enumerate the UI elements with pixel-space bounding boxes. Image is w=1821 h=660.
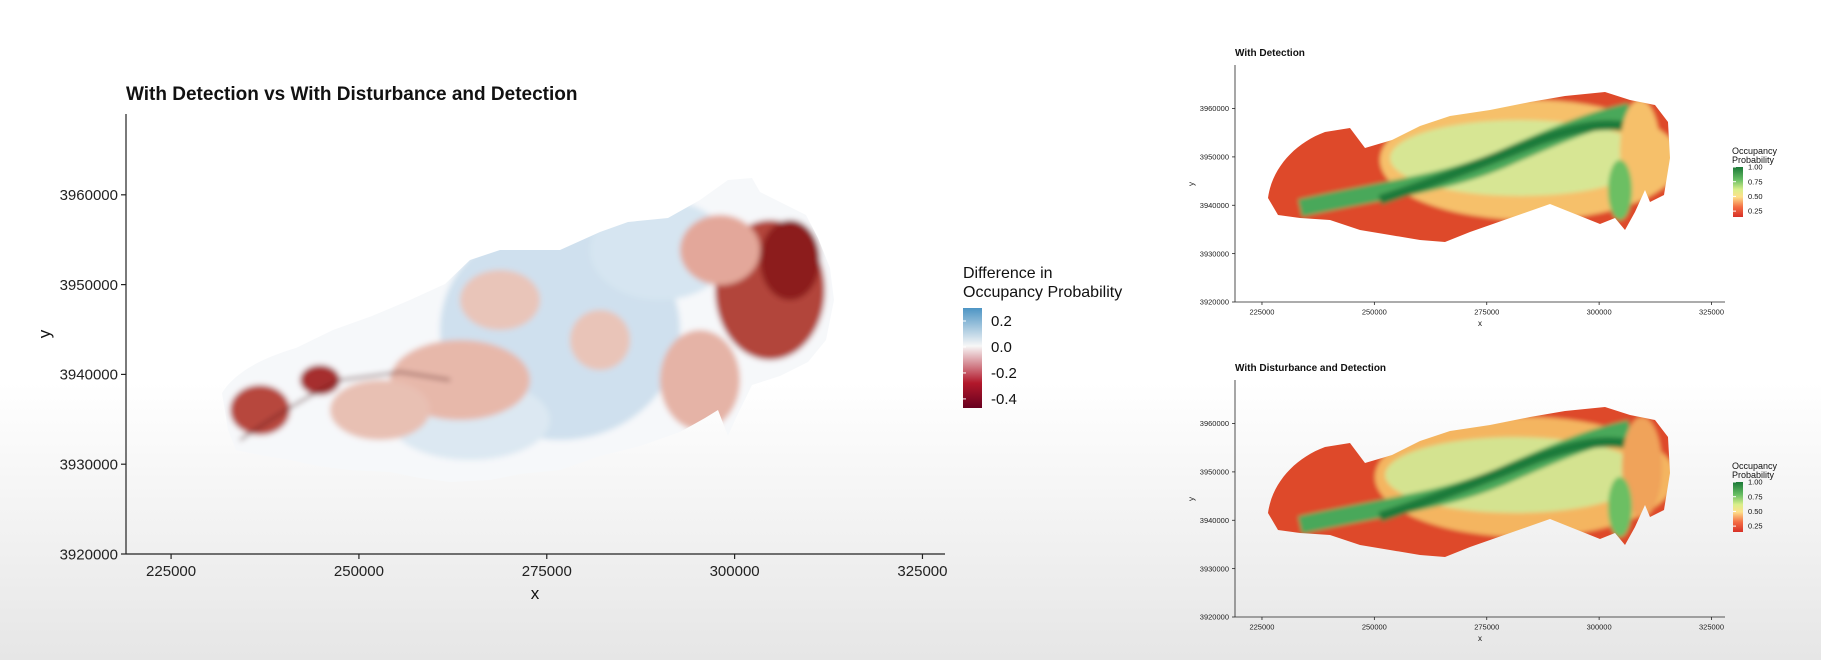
x-tick-label: 275000 — [1474, 308, 1499, 317]
main-legend: Difference in Occupancy Probability 0.2 0… — [963, 265, 1122, 408]
bottom-legend: Occupancy Probability 1.00 0.75 0.50 0.25 — [1732, 461, 1778, 532]
x-tick-label: 325000 — [897, 563, 947, 580]
top-xlabel: x — [1478, 319, 1482, 328]
main-ylabel: y — [35, 329, 54, 338]
x-tick-label: 225000 — [146, 563, 196, 580]
x-tick-label: 325000 — [1699, 308, 1724, 317]
y-tick-label: 3940000 — [1200, 201, 1229, 210]
x-tick-label: 250000 — [1362, 308, 1387, 317]
legend-label: 0.0 — [991, 339, 1012, 356]
main-axes — [125, 114, 945, 555]
x-tick-label: 275000 — [522, 563, 572, 580]
y-tick-label: 3960000 — [1200, 104, 1229, 113]
y-tick-label: 3940000 — [1200, 516, 1229, 525]
y-tick-label: 3930000 — [1200, 564, 1229, 573]
y-tick-label: 3950000 — [1200, 153, 1229, 162]
top-x-ticks: 225000 250000 275000 300000 325000 — [1249, 302, 1724, 317]
main-x-ticks: 225000 250000 275000 300000 325000 — [146, 554, 947, 580]
legend-label: 1.00 — [1748, 478, 1763, 487]
top-map-region — [1268, 92, 1670, 242]
legend-label: 0.75 — [1748, 492, 1763, 501]
y-tick-label: 3930000 — [60, 456, 118, 473]
main-map-region — [222, 178, 834, 482]
legend-colorbar — [963, 308, 982, 408]
x-tick-label: 250000 — [334, 563, 384, 580]
x-tick-label: 300000 — [1587, 623, 1612, 632]
x-tick-label: 325000 — [1699, 623, 1724, 632]
bottom-xlabel: x — [1478, 634, 1482, 643]
top-legend: Occupancy Probability 1.00 0.75 0.50 0.25 — [1732, 146, 1778, 217]
legend-label: 0.50 — [1748, 192, 1763, 201]
legend-label: 0.25 — [1748, 207, 1763, 216]
bottom-map-region — [1268, 407, 1670, 557]
top-legend-title-2: Probability — [1732, 155, 1775, 165]
bottom-y-ticks: 3920000 3930000 3940000 3950000 3960000 — [1200, 419, 1235, 622]
legend-title-line-1: Difference in — [963, 265, 1053, 282]
top-legend-colorbar — [1733, 167, 1743, 217]
y-tick-label: 3950000 — [1200, 468, 1229, 477]
y-tick-label: 3920000 — [60, 546, 118, 563]
y-tick-label: 3940000 — [60, 367, 118, 384]
legend-label: 0.25 — [1748, 522, 1763, 531]
y-tick-label: 3920000 — [1200, 613, 1229, 622]
bottom-legend-title-2: Probability — [1732, 470, 1775, 480]
with-disturbance-plot: With Disturbance and Detection 225000 250… — [1187, 363, 1778, 643]
x-tick-label: 225000 — [1249, 623, 1274, 632]
top-title: With Detection — [1235, 48, 1305, 59]
bottom-x-ticks: 225000 250000 275000 300000 325000 — [1249, 617, 1724, 632]
bottom-legend-title-1: Occupancy — [1732, 461, 1778, 471]
bottom-legend-colorbar — [1733, 482, 1743, 532]
y-tick-label: 3930000 — [1200, 249, 1229, 258]
y-tick-label: 3920000 — [1200, 298, 1229, 307]
y-tick-label: 3950000 — [60, 277, 118, 294]
legend-label: 0.75 — [1748, 177, 1763, 186]
x-tick-label: 275000 — [1474, 623, 1499, 632]
main-y-ticks: 3920000 3930000 3940000 3950000 3960000 — [60, 187, 126, 563]
x-tick-label: 250000 — [1362, 623, 1387, 632]
bottom-ylabel: y — [1187, 497, 1196, 501]
with-detection-plot: With Detection 225000 250000 275000 300000 3… — [1187, 48, 1778, 328]
main-title: With Detection vs With Disturbance and D… — [126, 84, 577, 105]
y-tick-label: 3960000 — [60, 187, 118, 204]
legend-label: 0.50 — [1748, 507, 1763, 516]
x-tick-label: 300000 — [710, 563, 760, 580]
top-ylabel: y — [1187, 182, 1196, 186]
legend-title-line-2: Occupancy Probability — [963, 284, 1122, 301]
legend-label: 0.2 — [991, 313, 1012, 330]
legend-label: 1.00 — [1748, 163, 1763, 172]
top-legend-title-1: Occupancy — [1732, 146, 1778, 156]
difference-plot: With Detection vs With Disturbance and D… — [35, 84, 1122, 603]
x-tick-label: 300000 — [1587, 308, 1612, 317]
top-y-ticks: 3920000 3930000 3940000 3950000 3960000 — [1200, 104, 1235, 307]
x-tick-label: 225000 — [1249, 308, 1274, 317]
legend-label: -0.4 — [991, 391, 1017, 408]
bottom-title: With Disturbance and Detection — [1235, 363, 1386, 374]
legend-label: -0.2 — [991, 365, 1017, 382]
y-tick-label: 3960000 — [1200, 419, 1229, 428]
main-xlabel: x — [531, 584, 540, 603]
